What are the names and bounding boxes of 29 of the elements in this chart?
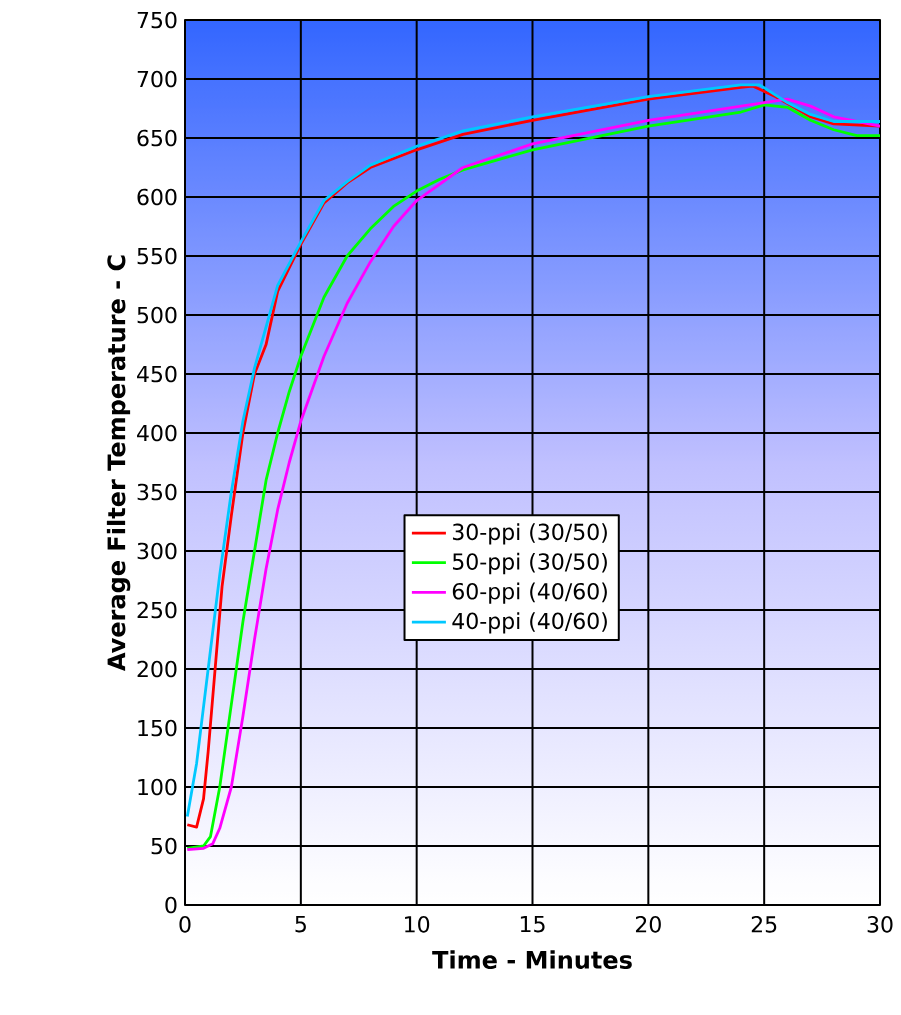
y-tick-label: 200 — [137, 660, 177, 678]
y-tick-label: 500 — [137, 306, 177, 324]
y-tick-label: 750 — [137, 11, 177, 29]
x-tick-label: 20 — [635, 916, 661, 933]
y-tick-label: 150 — [138, 719, 177, 737]
y-tick-label: 450 — [137, 365, 177, 383]
y-tick-label: 50 — [151, 837, 177, 855]
x-tick-label: 5 — [295, 916, 306, 933]
y-tick-label: 100 — [138, 778, 177, 796]
legend-label: 30-ppi (30/50) — [452, 523, 607, 545]
legend-label: 40-ppi (40/60) — [452, 612, 607, 634]
x-tick-label: 0 — [179, 916, 191, 933]
y-tick-label: 300 — [137, 542, 177, 560]
legend-label: 60-ppi (40/60) — [452, 582, 607, 604]
y-tick-label: 650 — [137, 129, 177, 147]
y-tick-label: 550 — [137, 247, 177, 265]
x-tick-label: 25 — [751, 916, 777, 933]
y-tick-label: 250 — [137, 601, 177, 619]
y-tick-label: 600 — [137, 188, 177, 206]
x-tick-label: 30 — [867, 916, 893, 933]
x-tick-label: 15 — [520, 916, 545, 933]
y-tick-label: 400 — [137, 424, 177, 442]
x-axis-title: Time - Minutes — [432, 950, 632, 969]
y-axis-title: Average Filter Temperature - C — [106, 255, 131, 671]
y-tick-label: 0 — [165, 896, 177, 914]
y-tick-label: 700 — [137, 70, 177, 88]
x-tick-label: 10 — [405, 916, 430, 933]
legend-label: 50-ppi (30/50) — [452, 552, 607, 575]
y-tick-label: 350 — [137, 483, 177, 501]
